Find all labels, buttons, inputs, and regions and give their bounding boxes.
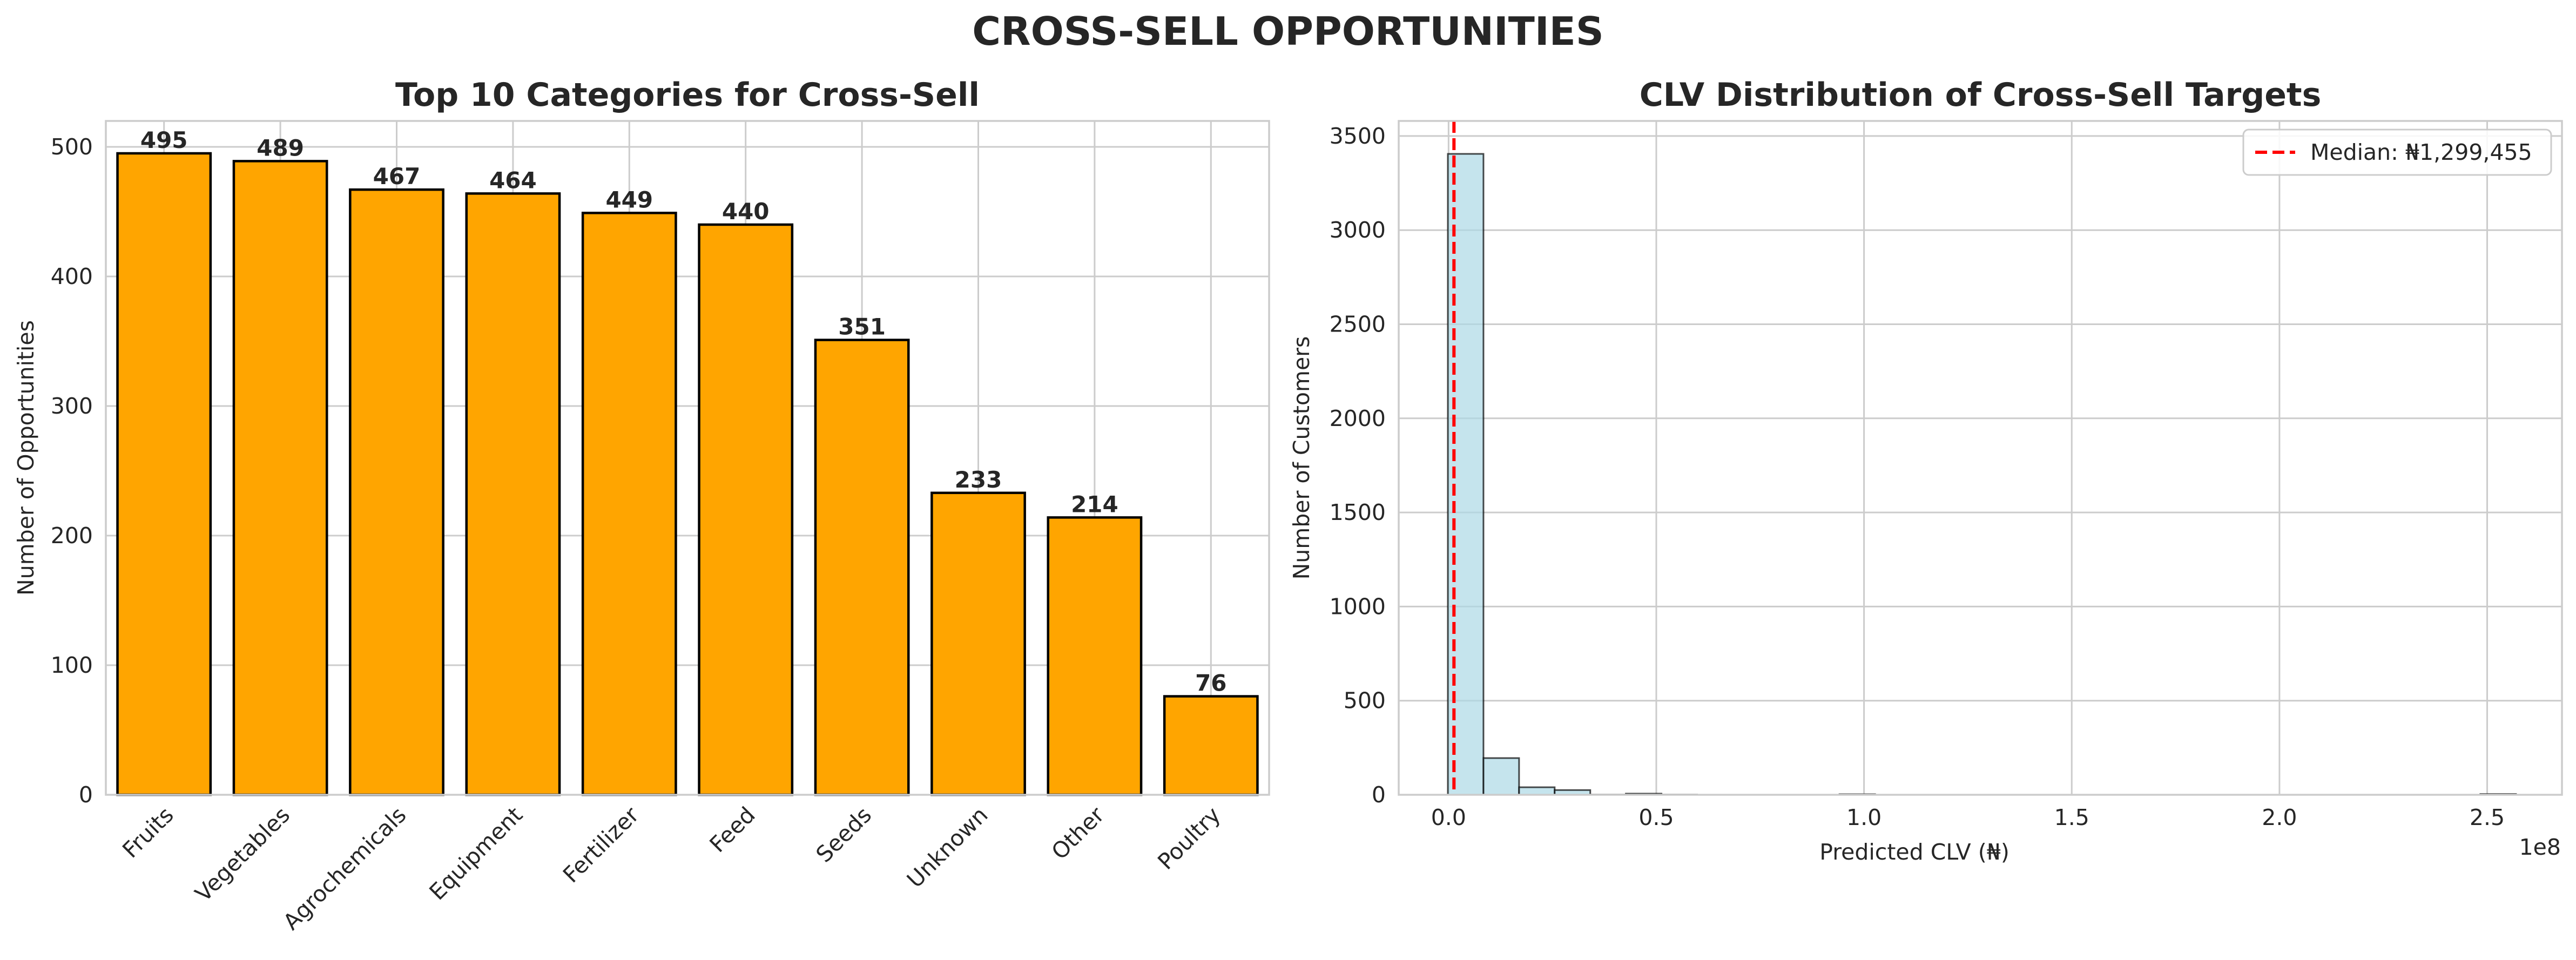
x-tick-label: 1.5: [2054, 804, 2089, 830]
y-tick-label: 200: [51, 523, 93, 549]
bar-value-label: 467: [373, 163, 421, 190]
histogram-x-axis-label: Predicted CLV (₦): [1819, 839, 2009, 865]
histogram-frame: [1398, 120, 2563, 796]
y-tick-label: 100: [51, 652, 93, 678]
bar: [465, 192, 561, 796]
figure-suptitle: CROSS-SELL OPPORTUNITIES: [972, 9, 1603, 54]
y-tick-label: 3000: [1330, 217, 1386, 243]
bar-chart-y-ticks: 0 100 200 300 400 500: [51, 134, 93, 808]
bar-chart-frame: [105, 120, 1270, 796]
bar-chart-bars: [116, 152, 1259, 796]
bar-value-label: 495: [140, 127, 188, 153]
bar-value-label: 214: [1071, 491, 1118, 517]
bar-value-label: 351: [838, 314, 886, 340]
bar-value-label: 464: [489, 167, 537, 193]
x-tick-label: 2.5: [2470, 804, 2505, 830]
legend-median-label: Median: ₦1,299,455: [2310, 139, 2532, 165]
y-tick-label: 2000: [1330, 405, 1386, 431]
histogram-y-ticks: 0 500 1000 1500 2000 2500 3000 3500: [1330, 123, 1386, 808]
histogram-clv-distribution: 0 500 1000 1500 2000 2500 3000 3500 0.0 0.5 1.0 1.…: [1289, 76, 2563, 865]
x-tick-label: 1.0: [1846, 804, 1882, 830]
y-tick-label: 2500: [1330, 311, 1386, 337]
y-tick-label: 0: [79, 782, 93, 808]
bar: [1047, 516, 1143, 796]
y-tick-label: 1500: [1330, 499, 1386, 525]
bar-value-label: 489: [257, 134, 304, 161]
histogram-legend: Median: ₦1,299,455: [2242, 129, 2552, 176]
bar-chart-y-axis-label: Number of Opportunities: [13, 320, 39, 596]
bar: [698, 223, 794, 796]
bar: [581, 212, 677, 796]
bar-value-label: 76: [1195, 670, 1226, 697]
histogram-y-axis-label: Number of Customers: [1289, 336, 1314, 580]
y-tick-label: 500: [1344, 688, 1386, 714]
y-tick-label: 500: [51, 134, 93, 160]
y-tick-label: 0: [1372, 782, 1386, 808]
bar: [116, 152, 212, 796]
histogram-plot-area: [1399, 121, 2562, 795]
legend-box: [2242, 129, 2552, 176]
histogram-bin: [1518, 786, 1556, 796]
bar: [930, 491, 1026, 796]
x-tick-label: 0.0: [1431, 804, 1466, 830]
x-tick-label: 0.5: [1638, 804, 1674, 830]
x-tick-label: 2.0: [2262, 804, 2297, 830]
bar-chart-data-labels: 495 489 467 464 449 440 351 233 214 76: [140, 127, 1227, 697]
histogram-title: CLV Distribution of Cross-Sell Targets: [1640, 76, 2322, 114]
bar-chart-title: Top 10 Categories for Cross-Sell: [395, 76, 980, 114]
bar: [232, 160, 328, 796]
bar-value-label: 449: [605, 186, 653, 213]
bar: [814, 339, 910, 796]
y-tick-label: 300: [51, 393, 93, 419]
y-tick-label: 3500: [1330, 123, 1386, 149]
histogram-x-ticks: 0.0 0.5 1.0 1.5 2.0 2.5: [1431, 804, 2505, 830]
histogram-bin: [1482, 757, 1520, 796]
y-tick-label: 400: [51, 263, 93, 289]
bar: [349, 188, 444, 796]
bar: [1163, 695, 1259, 796]
histogram-x-offset-label: 1e8: [2519, 834, 2561, 860]
bar-value-label: 233: [955, 467, 1002, 493]
y-tick-label: 1000: [1330, 593, 1386, 619]
bar-value-label: 440: [722, 198, 770, 225]
